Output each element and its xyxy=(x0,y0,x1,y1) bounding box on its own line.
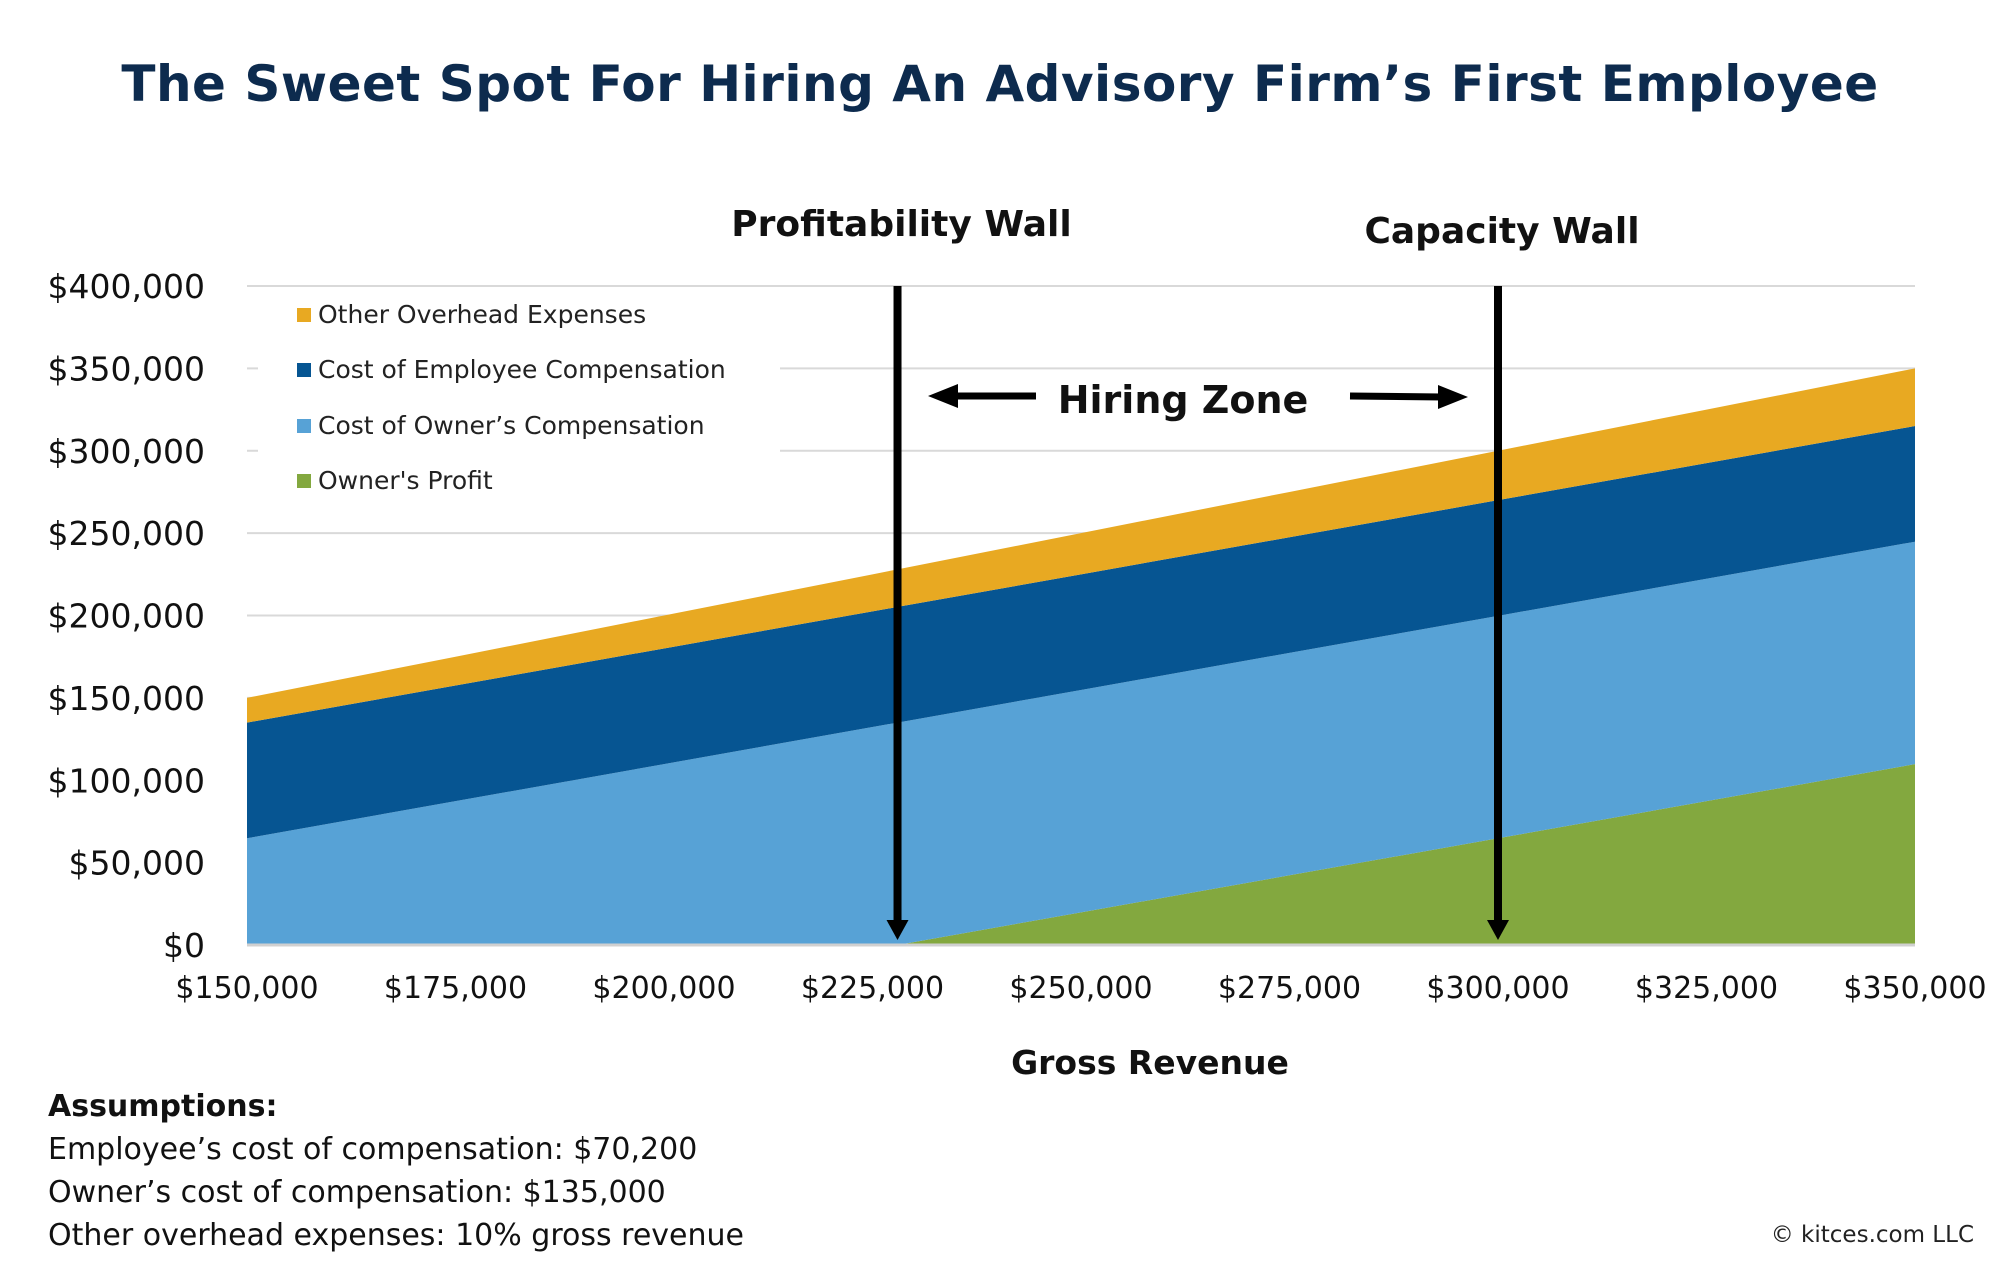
chart-title: The Sweet Spot For Hiring An Advisory Fi… xyxy=(121,55,1879,113)
y-tick-label: $400,000 xyxy=(48,267,205,306)
x-tick-label: $200,000 xyxy=(592,971,735,1006)
x-tick-label: $275,000 xyxy=(1218,971,1361,1006)
x-tick-label: $150,000 xyxy=(175,971,318,1006)
y-tick-label: $200,000 xyxy=(48,597,205,636)
y-tick-label: $50,000 xyxy=(69,844,205,883)
legend: Other Overhead Expenses Cost of Employee … xyxy=(297,300,726,495)
legend-swatch xyxy=(297,474,311,488)
y-tick-label: $350,000 xyxy=(48,349,205,388)
legend-swatch xyxy=(297,363,311,377)
arrow-left-icon xyxy=(928,384,958,408)
legend-label: Owner's Profit xyxy=(318,466,493,495)
arrow-down-icon xyxy=(1487,920,1509,940)
y-tick-label: $150,000 xyxy=(48,679,205,718)
profitability-wall-label: Profitability Wall xyxy=(731,204,1071,245)
x-tick-label: $350,000 xyxy=(1843,971,1986,1006)
arrow-right-icon xyxy=(1438,385,1468,409)
x-tick-label: $225,000 xyxy=(801,971,944,1006)
legend-swatch xyxy=(297,419,311,433)
x-tick-label: $300,000 xyxy=(1426,971,1569,1006)
assumption-line: Owner’s cost of compensation: $135,000 xyxy=(48,1175,666,1210)
assumption-line: Employee’s cost of compensation: $70,200 xyxy=(48,1132,698,1167)
y-tick-label: $300,000 xyxy=(48,432,205,471)
annotations: Profitability Wall Capacity Wall Hiring Zo… xyxy=(731,204,1640,940)
capacity-wall-label: Capacity Wall xyxy=(1364,211,1639,252)
arrow-down-icon xyxy=(886,920,909,940)
assumption-line: Other overhead expenses: 10% gross reven… xyxy=(48,1218,744,1253)
legend-label: Cost of Employee Compensation xyxy=(318,355,726,384)
hiring-zone-right-arrow-line xyxy=(1349,392,1443,401)
legend-label: Cost of Owner’s Compensation xyxy=(318,411,705,440)
x-tick-label: $325,000 xyxy=(1635,971,1778,1006)
hiring-zone-label: Hiring Zone xyxy=(1058,378,1309,422)
assumptions-heading: Assumptions: xyxy=(48,1089,278,1124)
x-tick-label: $250,000 xyxy=(1009,971,1152,1006)
x-axis-ticks: $150,000 $175,000 $200,000 $225,000 $250,000… xyxy=(175,971,1986,1006)
y-tick-label: $0 xyxy=(163,926,205,965)
legend-swatch xyxy=(297,308,311,322)
y-tick-label: $100,000 xyxy=(48,761,205,800)
legend-label: Other Overhead Expenses xyxy=(318,300,646,329)
legend-background xyxy=(258,300,780,518)
x-tick-label: $175,000 xyxy=(384,971,527,1006)
y-axis-ticks: $0 $50,000 $100,000 $150,000 $200,000 $250,00… xyxy=(48,267,205,965)
assumptions-block: Assumptions: Employee’s cost of compensa… xyxy=(48,1085,744,1257)
copyright: © kitces.com LLC xyxy=(1770,1222,1974,1248)
x-axis-title: Gross Revenue xyxy=(1011,1043,1289,1082)
y-tick-label: $250,000 xyxy=(48,514,205,553)
